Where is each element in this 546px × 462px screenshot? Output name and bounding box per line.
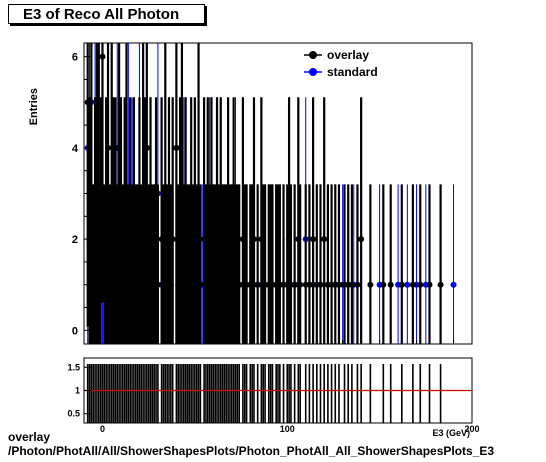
plot-title: E3 of Reco All Photon <box>8 4 205 24</box>
overlay-point <box>321 236 328 243</box>
legend-standard-label: standard <box>327 65 378 79</box>
footer-line-1: overlay <box>8 430 51 444</box>
main-plot-axes: 0 2 4 6 <box>72 52 455 344</box>
overlay-point <box>306 281 313 288</box>
standard-point <box>404 281 411 288</box>
overlay-point <box>173 144 180 151</box>
overlay-point <box>348 281 355 288</box>
x-tick-label: 0 <box>100 424 105 434</box>
ratio-y-tick-label: 1.5 <box>67 362 80 372</box>
standard-point <box>450 281 457 288</box>
overlay-point <box>367 281 374 288</box>
y-tick-label: 4 <box>72 143 79 155</box>
legend-overlay-marker <box>309 51 317 59</box>
overlay-point <box>437 281 444 288</box>
overlay-point <box>335 281 342 288</box>
legend-standard-marker <box>309 68 317 76</box>
overlay-point <box>398 281 405 288</box>
legend-overlay-label: overlay <box>327 48 369 62</box>
legend: overlay standard <box>304 48 378 79</box>
overlay-point <box>297 281 304 288</box>
overlay-point <box>105 144 112 151</box>
x-axis-label: E3 (GeV) <box>432 428 470 438</box>
overlay-point <box>291 281 298 288</box>
overlay-point <box>99 53 106 60</box>
y-tick-label: 6 <box>72 52 78 64</box>
ratio-y-tick-label: 0.5 <box>67 409 80 419</box>
overlay-point <box>250 236 257 243</box>
footer-line-2: /Photon/PhotAll/All/ShowerShapesPlots/Ph… <box>8 444 495 458</box>
y-axis-label: Entries <box>28 88 40 125</box>
overlay-point <box>417 281 424 288</box>
main-plot-marks <box>84 43 457 344</box>
ratio-plot-axes: 0.5 1 1.5 0 100 200 <box>67 362 479 434</box>
overlay-point <box>154 281 161 288</box>
overlay-point <box>254 281 261 288</box>
overlay-point <box>409 281 416 288</box>
overlay-point <box>380 281 387 288</box>
overlay-point <box>358 236 365 243</box>
x-tick-label: 200 <box>464 424 479 434</box>
ratio-plot-marks <box>84 364 472 423</box>
ratio-y-tick-label: 1 <box>75 386 80 396</box>
overlay-point <box>387 281 394 288</box>
overlay-point <box>354 281 361 288</box>
overlay-point <box>426 281 433 288</box>
overlay-point <box>143 144 150 151</box>
y-tick-label: 2 <box>72 234 78 246</box>
y-tick-label: 0 <box>72 325 78 337</box>
x-tick-label: 100 <box>280 424 295 434</box>
overlay-point <box>310 236 317 243</box>
overlay-point <box>236 281 243 288</box>
overlay-point <box>317 281 324 288</box>
footer: overlay /Photon/PhotAll/All/ShowerShapes… <box>8 430 494 458</box>
overlay-point <box>169 236 176 243</box>
overlay-point <box>197 281 204 288</box>
